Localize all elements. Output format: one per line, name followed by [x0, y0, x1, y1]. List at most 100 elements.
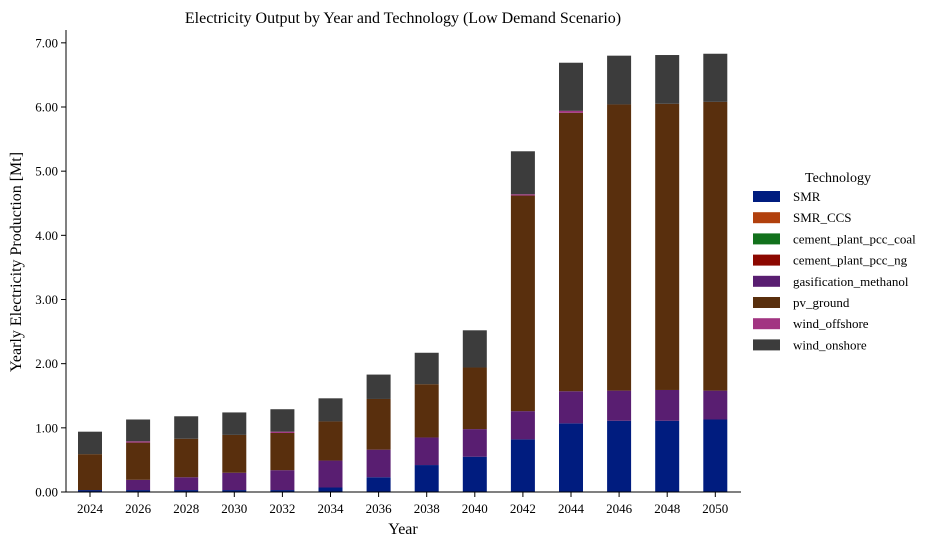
bar-segment-wind-onshore — [78, 431, 102, 455]
legend-swatch-cement-plant-pcc-ng — [753, 254, 780, 266]
legend-label: wind_offshore — [793, 316, 869, 331]
bar-segment-pv-ground — [222, 434, 247, 473]
bar-segment-gasification-methanol — [607, 390, 632, 421]
bar-segment-SMR — [78, 490, 102, 492]
bar-segment-wind-onshore — [510, 151, 535, 195]
legend-label: pv_ground — [793, 295, 850, 310]
x-tick-label: 2046 — [606, 501, 633, 516]
bar-segment-SMR — [174, 490, 199, 492]
legend-label: SMR — [793, 189, 821, 204]
bar-segment-gasification-methanol — [318, 460, 343, 488]
bar-segment-SMR — [510, 439, 535, 492]
bar-segment-wind-onshore — [559, 62, 583, 111]
bar-segment-pv-ground — [510, 195, 535, 412]
bar-segment-SMR — [462, 456, 487, 492]
bar-segment-pv-ground — [655, 103, 680, 390]
bar-segment-gasification-methanol — [655, 389, 680, 421]
bar-segment-pv-ground — [559, 112, 583, 392]
y-tick-label: 7.00 — [35, 35, 58, 50]
legend-label: SMR_CCS — [793, 210, 852, 225]
bar-segment-wind-offshore — [559, 110, 583, 113]
y-tick-label: 4.00 — [35, 228, 58, 243]
bar-segment-pv-ground — [462, 367, 487, 430]
bar-segment-gasification-methanol — [366, 449, 391, 478]
bar-segment-pv-ground — [414, 384, 439, 438]
bar-segment-SMR — [318, 487, 343, 492]
x-tick-label: 2048 — [654, 501, 680, 516]
bar-segment-gasification-methanol — [222, 472, 247, 491]
legend-label: cement_plant_pcc_coal — [793, 231, 916, 246]
bar-segment-gasification-methanol — [174, 477, 199, 491]
bar-segment-SMR — [655, 420, 680, 492]
x-tick-label: 2030 — [221, 501, 247, 516]
bar-segment-SMR — [366, 477, 391, 492]
bar-segment-wind-offshore — [126, 441, 151, 443]
y-tick-label: 0.00 — [35, 485, 58, 500]
y-tick-label: 1.00 — [35, 420, 58, 435]
y-axis-title: Yearly Electricity Production [Mt] — [8, 152, 25, 372]
legend-label: wind_onshore — [793, 337, 867, 352]
legend-title: Technology — [805, 171, 871, 186]
bar-segment-SMR — [414, 465, 439, 492]
bar-segment-SMR — [703, 419, 728, 492]
x-tick-label: 2038 — [414, 501, 440, 516]
bar-segment-wind-onshore — [462, 330, 487, 368]
bar-segment-wind-onshore — [126, 419, 151, 442]
x-tick-label: 2028 — [173, 501, 199, 516]
bar-segment-wind-onshore — [703, 53, 728, 102]
bar-segment-wind-onshore — [607, 55, 632, 105]
y-tick-label: 6.00 — [35, 100, 58, 115]
bar-segment-pv-ground — [78, 454, 102, 491]
bar-segment-pv-ground — [607, 104, 632, 391]
bar-segment-pv-ground — [270, 432, 295, 471]
y-tick-label: 2.00 — [35, 356, 58, 371]
legend-swatch-cement-plant-pcc-coal — [753, 233, 780, 245]
legend-swatch-wind-offshore — [753, 318, 780, 330]
bar-segment-wind-onshore — [318, 398, 343, 422]
legend-swatch-SMR — [753, 191, 780, 202]
x-axis-ticks: 2024 2026 2028 2030 2032 2034 2036 2038 2040 2042… — [77, 492, 728, 516]
x-tick-label: 2036 — [366, 501, 393, 516]
legend-swatch-wind-onshore — [753, 339, 780, 351]
bar-segment-SMR — [222, 490, 247, 492]
x-tick-label: 2044 — [558, 501, 585, 516]
x-tick-label: 2024 — [77, 501, 104, 516]
bar-segment-wind-onshore — [366, 374, 391, 399]
bar-segment-gasification-methanol — [126, 479, 151, 491]
x-tick-label: 2032 — [269, 501, 295, 516]
y-tick-label: 3.00 — [35, 292, 58, 307]
bar-segment-SMR — [607, 420, 632, 492]
bars-group — [78, 53, 728, 492]
bar-segment-gasification-methanol — [414, 437, 439, 466]
bar-segment-wind-onshore — [270, 409, 295, 432]
bar-segment-gasification-methanol — [462, 429, 487, 457]
x-tick-label: 2050 — [702, 501, 728, 516]
bar-segment-SMR — [270, 490, 295, 492]
bar-segment-pv-ground — [174, 438, 199, 478]
legend-swatch-pv-ground — [753, 297, 780, 308]
x-tick-label: 2026 — [125, 501, 152, 516]
bar-segment-wind-onshore — [222, 412, 247, 435]
chart-title: Electricity Output by Year and Technolog… — [185, 10, 621, 27]
bar-segment-gasification-methanol — [559, 391, 583, 424]
bar-segment-SMR — [559, 423, 583, 492]
bar-segment-pv-ground — [126, 442, 151, 480]
bar-segment-gasification-methanol — [703, 390, 728, 420]
bar-segment-gasification-methanol — [510, 411, 535, 440]
bar-segment-pv-ground — [366, 398, 391, 450]
legend-swatch-SMR-CCS — [753, 212, 780, 224]
y-tick-label: 5.00 — [35, 164, 58, 179]
legend-label: cement_plant_pcc_ng — [793, 253, 908, 268]
x-tick-label: 2040 — [462, 501, 488, 516]
y-axis-ticks: 0.00 1.00 2.00 3.00 4.00 5.00 6.00 7.00 — [35, 35, 66, 500]
x-tick-label: 2042 — [510, 501, 536, 516]
bar-segment-wind-offshore — [510, 194, 535, 196]
x-tick-label: 2034 — [318, 501, 345, 516]
bar-segment-pv-ground — [703, 101, 728, 391]
bar-segment-wind-offshore — [270, 431, 295, 433]
x-axis-title: Year — [388, 521, 418, 538]
bar-segment-gasification-methanol — [270, 470, 295, 491]
bar-segment-wind-onshore — [414, 352, 439, 385]
